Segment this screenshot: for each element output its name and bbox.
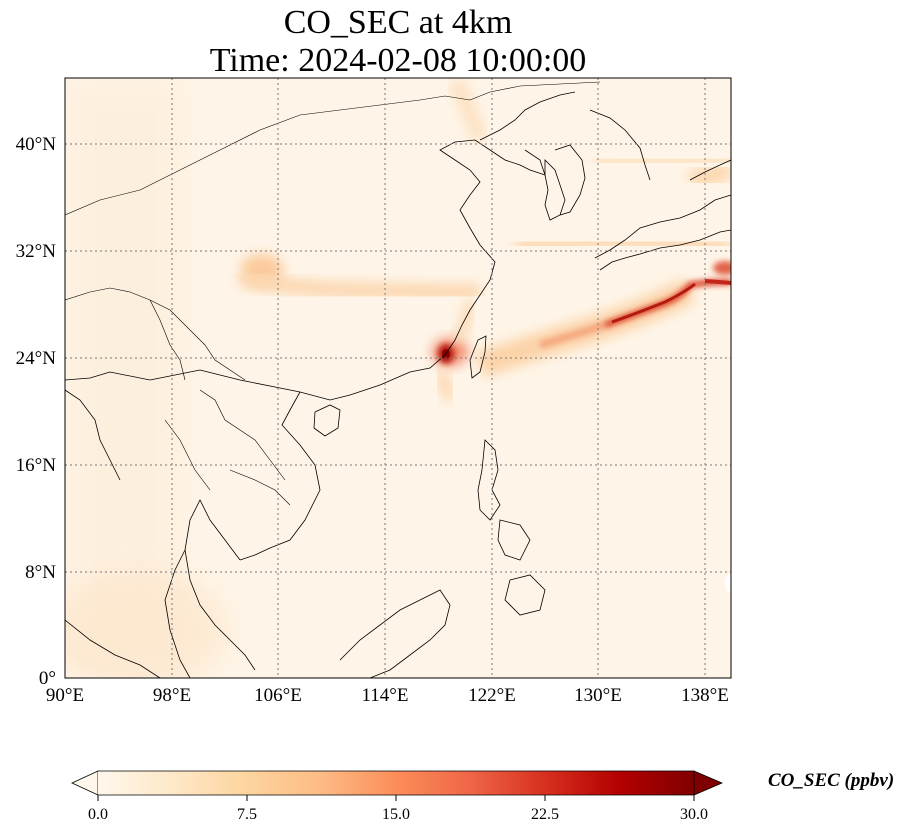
colorbar-tick-22-5: 22.5 — [531, 806, 559, 823]
colorbar-tick-15: 15.0 — [382, 806, 410, 823]
lat-tick-40n: 40°N — [15, 134, 56, 155]
lon-tick-122e: 122°E — [468, 685, 516, 706]
coastlines — [65, 81, 731, 678]
chart-subtitle: Time: 2024-02-08 10:00:00 — [209, 42, 587, 79]
lon-tick-90e: 90°E — [45, 685, 85, 706]
colorbar-tick-7-5: 7.5 — [237, 806, 257, 823]
lat-tick-0: 0° — [38, 668, 56, 689]
lat-tick-32n: 32°N — [15, 241, 56, 262]
lat-tick-8n: 8°N — [25, 562, 56, 583]
lon-tick-130e: 130°E — [574, 685, 622, 706]
lat-tick-24n: 24°N — [15, 348, 56, 369]
lat-tick-16n: 16°N — [15, 455, 56, 476]
concentration-field — [65, 78, 731, 678]
colorbar-label: CO_SEC (ppbv) — [768, 770, 895, 791]
lon-tick-138e: 138°E — [681, 685, 729, 706]
colorbar-tick-0: 0.0 — [88, 806, 108, 823]
map-frame — [64, 77, 732, 679]
colorbar — [71, 770, 724, 801]
lon-tick-114e: 114°E — [361, 685, 409, 706]
colorbar-tick-30: 30.0 — [680, 806, 708, 823]
chart-title: CO_SEC at 4km — [283, 4, 513, 41]
lon-tick-106e: 106°E — [254, 685, 302, 706]
lon-tick-98e: 98°E — [152, 685, 192, 706]
